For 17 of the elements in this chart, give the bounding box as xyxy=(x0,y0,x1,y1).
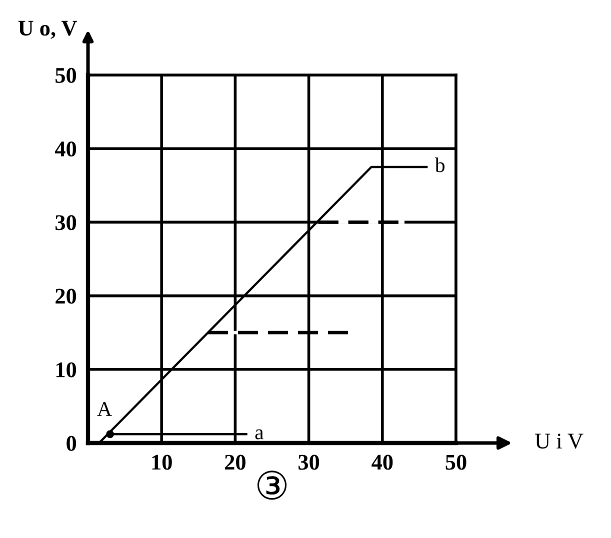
y-tick-label: 50 xyxy=(56,68,76,83)
series-label: a xyxy=(255,429,264,440)
x-tick-label: 30 xyxy=(298,454,320,470)
x-tick-label: 20 xyxy=(225,454,246,470)
x-tick-label: 50 xyxy=(446,454,466,470)
series-label: b xyxy=(434,158,445,172)
y-tick-label: 0 xyxy=(66,436,76,451)
x-axis-title: U i V xyxy=(535,434,584,449)
text: ③ xyxy=(257,470,287,500)
x-tick-label: 10 xyxy=(152,454,172,470)
y-tick-label: 20 xyxy=(56,288,76,304)
y-tick-label: 40 xyxy=(54,142,76,157)
x-tick-label: 40 xyxy=(372,454,393,470)
y-tick-label: 30 xyxy=(56,215,76,230)
y-tick-label: 10 xyxy=(56,362,76,378)
y-axis-title: U o, V xyxy=(18,20,78,39)
series-label: A xyxy=(97,402,112,416)
